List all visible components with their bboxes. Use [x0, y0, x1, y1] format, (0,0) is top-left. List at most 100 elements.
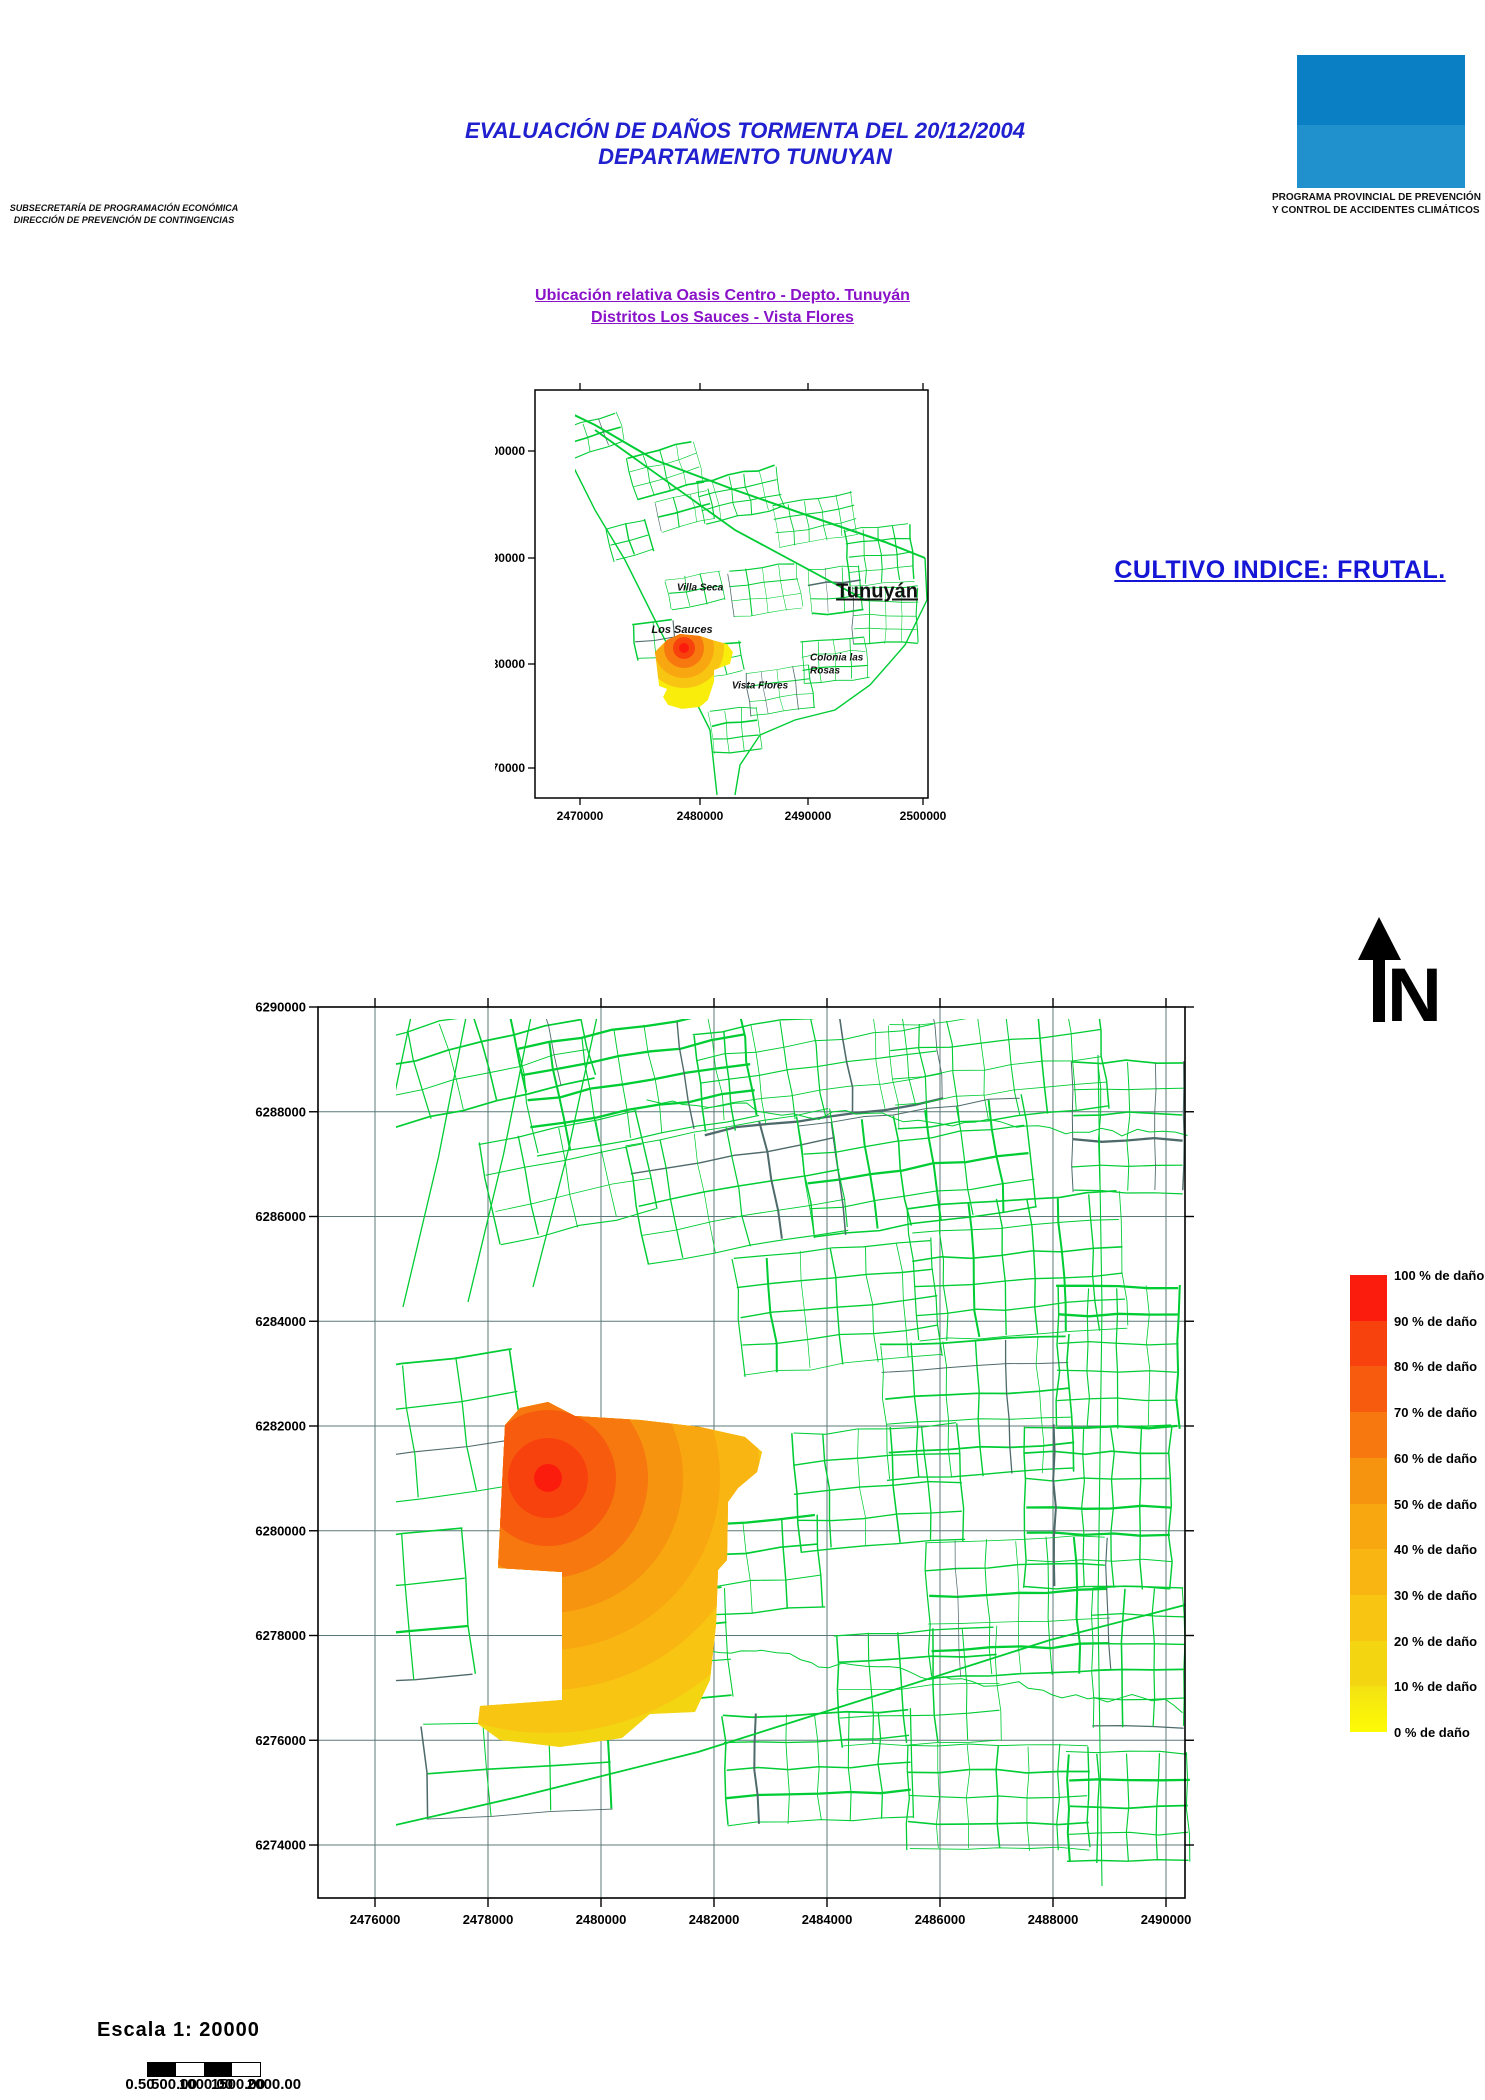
parcel-line [836, 1636, 844, 1748]
parcel-line [977, 1019, 989, 1120]
parcel-line [698, 1648, 1183, 1714]
parcel-line [1110, 1427, 1115, 1588]
parcel-line [867, 587, 871, 645]
parcel-line [795, 1116, 815, 1235]
parcel-line [733, 1239, 931, 1260]
parcel-line [863, 637, 869, 678]
x-tick-label: 2484000 [802, 1912, 853, 1927]
north-arrow-shaft [1373, 956, 1385, 1022]
parcel-line [727, 573, 735, 618]
parcel-line [785, 1714, 790, 1824]
parcel-line [854, 599, 919, 603]
parcel-line [1092, 1724, 1184, 1729]
x-tick-label: 2490000 [785, 809, 832, 823]
parcel-line [580, 1019, 597, 1076]
parcel-line [595, 1119, 617, 1218]
parcel-line [712, 748, 762, 754]
parcel-line [676, 1021, 695, 1129]
parcel-line [598, 418, 609, 446]
y-tick-label: 6274000 [255, 1838, 306, 1853]
parcel-line [916, 1298, 1126, 1317]
scale-bar-segment [148, 2063, 176, 2076]
parcel-line [765, 1257, 778, 1373]
parcel-line [532, 1019, 598, 1288]
parcel-line [793, 1480, 962, 1495]
parcel-line [918, 1023, 928, 1128]
parcel-line [930, 1237, 943, 1356]
parcel-line [801, 641, 805, 684]
legend-color-band [1350, 1594, 1387, 1642]
main-parcel-network [396, 1019, 1191, 1887]
parcel-line [632, 618, 672, 626]
parcel-line [625, 1146, 650, 1265]
y-tick-label: 6270000 [495, 761, 525, 775]
legend-label: 50 % de daño [1394, 1496, 1478, 1512]
parcel-line [1069, 1804, 1188, 1810]
parcel-line [1057, 1369, 1177, 1373]
legend-color-band [1350, 1320, 1387, 1367]
parcel-line [887, 1025, 900, 1129]
parcel-line [807, 569, 813, 615]
parcel-line [1066, 1858, 1189, 1863]
parcel-line [797, 1125, 816, 1239]
parcel-line [629, 452, 697, 473]
parcel-line [779, 1020, 796, 1120]
parcel-line [896, 1632, 908, 1744]
parcel-line [932, 1628, 939, 1743]
parcel-line [396, 1049, 587, 1096]
parcel-line [889, 1019, 967, 1026]
parcel-line [758, 470, 769, 511]
parcel-line [807, 565, 858, 570]
parcel-line [920, 1426, 932, 1540]
main-map-ticks [309, 998, 1194, 1907]
parcel-line [740, 707, 745, 752]
parcel-line [726, 1788, 911, 1800]
parcel-line [575, 426, 622, 443]
x-tick-label: 2478000 [463, 1912, 514, 1927]
parcel-line [813, 1714, 822, 1820]
parcel-line [779, 534, 859, 548]
damage-ring [534, 1464, 562, 1492]
x-tick-label: 2490000 [1141, 1912, 1192, 1927]
place-colonia-line2: Rosas [810, 665, 841, 676]
parcel-line [495, 1177, 652, 1212]
parcel-line [1023, 1450, 1170, 1456]
parcel-line [895, 1081, 1107, 1106]
parcel-line [1139, 1425, 1144, 1590]
page-title-line2: DEPARTAMENTO TUNUYAN [598, 144, 892, 170]
parcel-line [1005, 1019, 1021, 1116]
parcel-line [1093, 1697, 1185, 1701]
parcel-line [721, 1716, 729, 1825]
parcel-line [575, 440, 625, 459]
program-logo [1297, 55, 1465, 125]
parcel-line [906, 1189, 1117, 1210]
parcel-line [1026, 1504, 1172, 1510]
parcel-line [1126, 1062, 1131, 1191]
damage-legend: 100 % de daño 90 % de daño 80 % de daño 70 … [1350, 1268, 1485, 1768]
parcel-line [1068, 1019, 1077, 1111]
parcel-line [847, 1712, 852, 1821]
legend-label: 80 % de daño [1394, 1359, 1478, 1375]
place-villa-seca: Villa Seca [676, 582, 724, 594]
parcel-line [426, 1761, 611, 1775]
parcel-line [800, 636, 864, 643]
parcel-line [865, 1246, 879, 1363]
parcel-line [659, 449, 671, 491]
parcel-line [723, 1031, 737, 1131]
parcel-line [438, 1023, 464, 1110]
legend-label: 60 % de daño [1394, 1450, 1478, 1466]
parcel-line [758, 1121, 783, 1239]
parcel-line [1175, 1284, 1181, 1429]
parcel-line [1071, 1059, 1185, 1065]
parcel-line [829, 1108, 848, 1228]
parcel-line [1025, 1424, 1172, 1429]
parcel-line [966, 1744, 971, 1849]
parcel-line [627, 441, 692, 460]
parcel-line [915, 587, 919, 643]
parcel-line [849, 565, 914, 573]
y-tick-label: 6290000 [495, 551, 525, 565]
parcel-line [857, 1429, 866, 1546]
parcel-line [671, 598, 725, 611]
parcel-line [1151, 1588, 1156, 1727]
